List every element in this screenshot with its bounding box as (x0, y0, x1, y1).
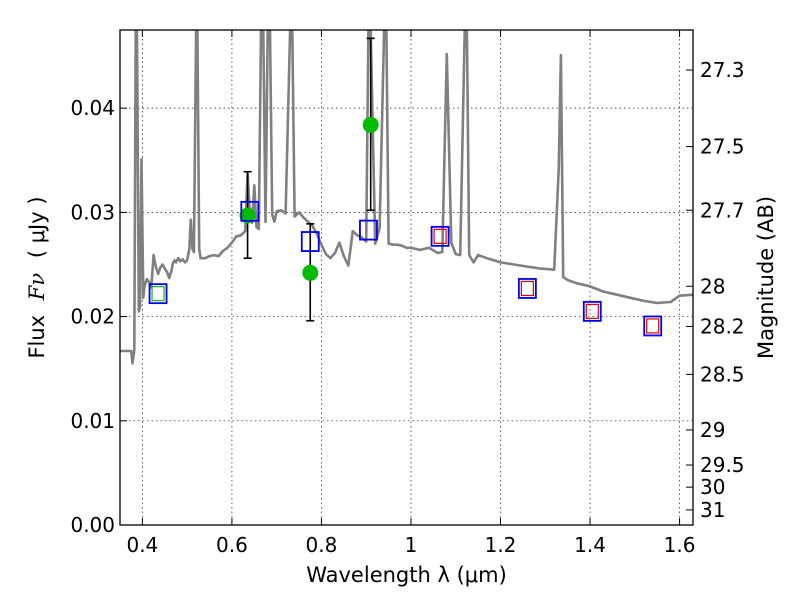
y2-tick-label: 29.5 (700, 453, 745, 477)
y-tick-label: 0.02 (70, 305, 115, 329)
model-square (148, 283, 168, 305)
observed-point (302, 264, 319, 281)
y2-tick-label: 31 (700, 498, 725, 522)
template-spectrum (120, 30, 693, 365)
model-square-inner (585, 303, 599, 319)
y-axis-label-symbol: Fν (25, 273, 49, 302)
y-tick-label: 0.01 (70, 409, 115, 433)
template-spectrum-line (120, 30, 693, 365)
x-axis-ticks: 0.4 0.6 0.8 1 1.2 1.4 1.6 (126, 30, 695, 557)
model-square-inner (646, 318, 660, 334)
model-square (240, 200, 260, 222)
model-square (582, 300, 602, 322)
y-tick-label: 0.00 (70, 513, 115, 537)
x-tick-label: 0.6 (216, 533, 248, 557)
y-tick-label: 0.03 (70, 200, 115, 224)
model-square (517, 278, 537, 299)
y2-tick-label: 28.5 (700, 362, 745, 386)
y-axis-ticks: 0.00 0.01 0.02 0.03 0.04 (70, 96, 127, 537)
x-tick-label: 1.2 (485, 533, 517, 557)
model-squares (148, 200, 663, 337)
y-axis-label-prefix: Flux (25, 315, 49, 359)
x-tick-label: 1 (405, 533, 418, 557)
grid-lines (120, 30, 693, 526)
x-tick-label: 1.6 (664, 533, 696, 557)
y2-tick-label: 27.5 (700, 135, 745, 159)
model-square-inner (151, 286, 165, 302)
observed-point (362, 116, 379, 133)
model-square (643, 315, 663, 337)
y-axis-label: Flux Fν ( μJy ) (25, 196, 49, 358)
y2-tick-label: 28 (700, 274, 725, 298)
y2-axis-label: Magnitude (AB) (754, 196, 778, 359)
x-tick-label: 0.8 (306, 533, 338, 557)
plot-frame (119, 29, 694, 526)
y-tick-label: 0.04 (70, 96, 115, 120)
model-square-inner (520, 280, 534, 297)
model-square-inner (433, 228, 447, 244)
model-square (430, 225, 450, 247)
x-tick-label: 1.4 (574, 533, 606, 557)
x-tick-label: 0.4 (126, 533, 158, 557)
x-axis-label: Wavelength λ (μm) (306, 563, 507, 587)
y2-tick-label: 27.7 (700, 198, 745, 222)
y-axis-label-unit: ( μJy ) (25, 196, 49, 258)
model-square (300, 231, 320, 252)
y2-tick-label: 29 (700, 418, 725, 442)
y2-tick-label: 30 (700, 475, 725, 499)
observed-point (239, 207, 256, 224)
y2-tick-label: 27.3 (700, 58, 745, 82)
model-square (359, 219, 378, 241)
observed-points (239, 116, 379, 281)
y2-tick-label: 28.2 (700, 314, 745, 338)
